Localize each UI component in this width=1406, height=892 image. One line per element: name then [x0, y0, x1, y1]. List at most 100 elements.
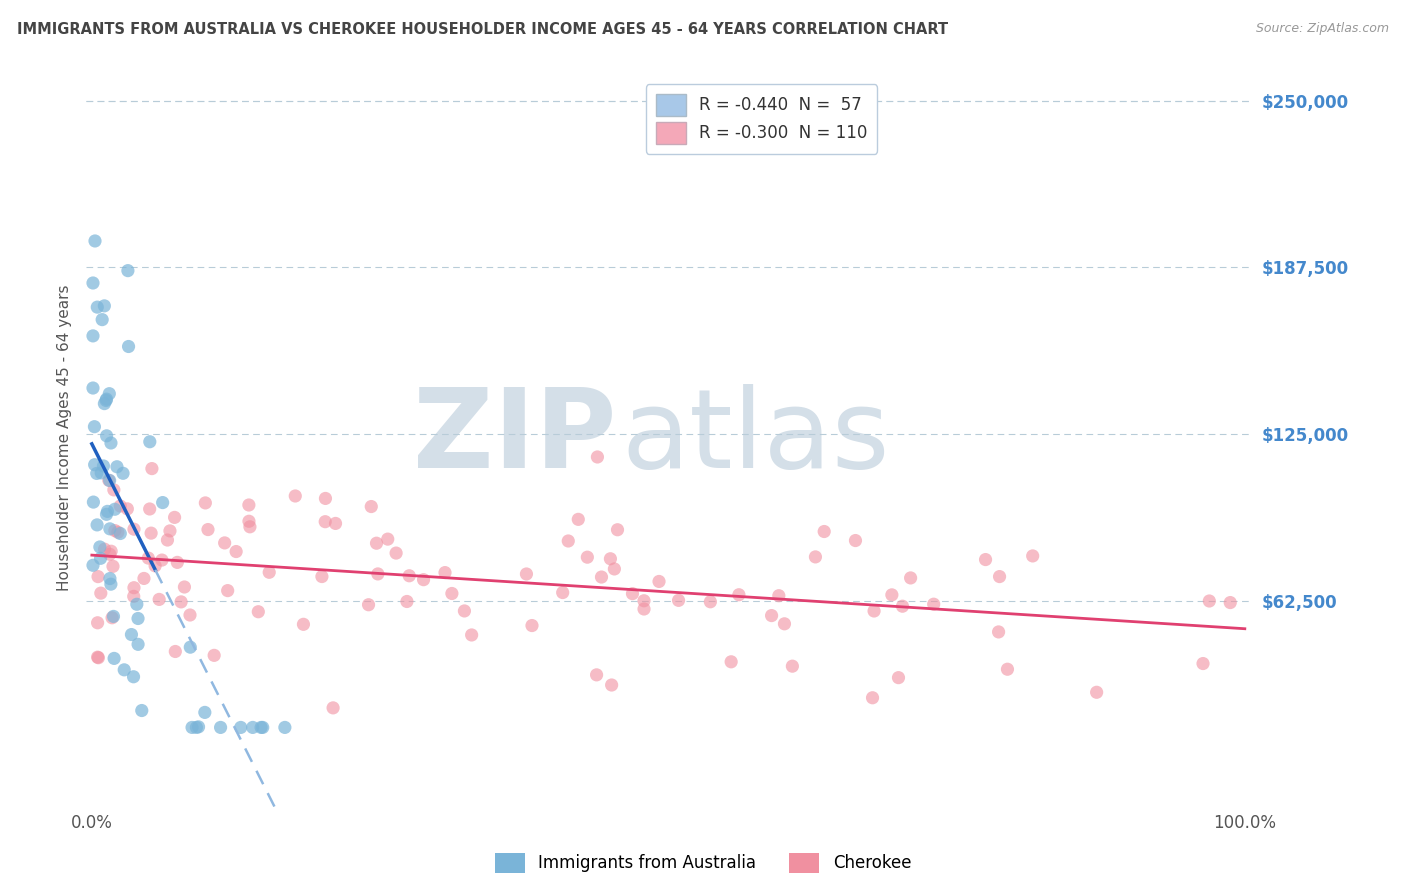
Point	[520, 618, 543, 632]
Point	[120, 627, 142, 641]
Point	[107, 525, 129, 540]
Point	[314, 491, 336, 506]
Point	[292, 617, 315, 632]
Point	[366, 536, 388, 550]
Point	[122, 590, 145, 604]
Point	[997, 662, 1019, 676]
Point	[988, 569, 1011, 583]
Point	[93, 396, 115, 410]
Point	[247, 605, 270, 619]
Point	[117, 263, 139, 277]
Point	[93, 299, 115, 313]
Point	[773, 616, 796, 631]
Point	[217, 583, 239, 598]
Point	[156, 533, 179, 547]
Legend: Immigrants from Australia, Cherokee: Immigrants from Australia, Cherokee	[488, 847, 918, 880]
Point	[173, 580, 195, 594]
Text: ZIP: ZIP	[412, 384, 616, 491]
Point	[229, 721, 252, 735]
Point	[250, 721, 273, 735]
Point	[148, 592, 170, 607]
Point	[720, 655, 742, 669]
Point	[127, 637, 149, 651]
Point	[257, 566, 280, 580]
Point	[974, 552, 997, 566]
Point	[863, 604, 886, 618]
Point	[131, 704, 153, 718]
Point	[86, 467, 108, 481]
Point	[83, 458, 105, 472]
Point	[141, 461, 163, 475]
Point	[242, 721, 264, 735]
Point	[101, 559, 124, 574]
Point	[110, 499, 132, 513]
Point	[209, 721, 232, 735]
Point	[606, 523, 628, 537]
Point	[699, 595, 721, 609]
Text: IMMIGRANTS FROM AUSTRALIA VS CHEROKEE HOUSEHOLDER INCOME AGES 45 - 64 YEARS CORR: IMMIGRANTS FROM AUSTRALIA VS CHEROKEE HO…	[17, 22, 948, 37]
Point	[633, 602, 655, 616]
Point	[274, 721, 297, 735]
Point	[1192, 657, 1215, 671]
Point	[576, 550, 599, 565]
Point	[91, 312, 114, 326]
Point	[782, 659, 804, 673]
Point	[82, 276, 104, 290]
Point	[122, 581, 145, 595]
Point	[98, 572, 121, 586]
Point	[900, 571, 922, 585]
Point	[311, 569, 333, 583]
Point	[440, 586, 463, 600]
Point	[163, 510, 186, 524]
Point	[557, 533, 579, 548]
Point	[100, 544, 122, 558]
Point	[238, 514, 260, 528]
Point	[395, 594, 418, 608]
Point	[132, 571, 155, 585]
Point	[813, 524, 835, 539]
Point	[599, 551, 621, 566]
Point	[252, 721, 274, 735]
Point	[284, 489, 307, 503]
Point	[104, 502, 127, 516]
Point	[93, 542, 115, 557]
Point	[87, 569, 110, 583]
Point	[122, 522, 145, 536]
Point	[82, 558, 104, 573]
Text: Source: ZipAtlas.com: Source: ZipAtlas.com	[1256, 22, 1389, 36]
Point	[105, 459, 128, 474]
Point	[567, 512, 589, 526]
Point	[82, 329, 104, 343]
Point	[152, 495, 174, 509]
Point	[862, 690, 884, 705]
Point	[202, 648, 225, 663]
Point	[214, 536, 236, 550]
Point	[86, 300, 108, 314]
Point	[98, 474, 121, 488]
Point	[82, 381, 104, 395]
Point	[104, 524, 127, 538]
Point	[412, 573, 434, 587]
Point	[194, 496, 217, 510]
Point	[197, 523, 219, 537]
Point	[112, 467, 135, 481]
Point	[761, 608, 783, 623]
Point	[600, 678, 623, 692]
Point	[186, 721, 208, 735]
Point	[90, 466, 112, 480]
Point	[97, 473, 120, 487]
Y-axis label: Householder Income Ages 45 - 64 years: Householder Income Ages 45 - 64 years	[58, 285, 72, 591]
Point	[1198, 594, 1220, 608]
Point	[434, 566, 457, 580]
Point	[648, 574, 671, 589]
Point	[891, 599, 914, 614]
Point	[127, 611, 149, 625]
Point	[83, 419, 105, 434]
Point	[87, 650, 110, 665]
Point	[90, 551, 112, 566]
Point	[633, 594, 655, 608]
Point	[94, 393, 117, 408]
Point	[179, 607, 201, 622]
Point	[122, 670, 145, 684]
Point	[138, 502, 160, 516]
